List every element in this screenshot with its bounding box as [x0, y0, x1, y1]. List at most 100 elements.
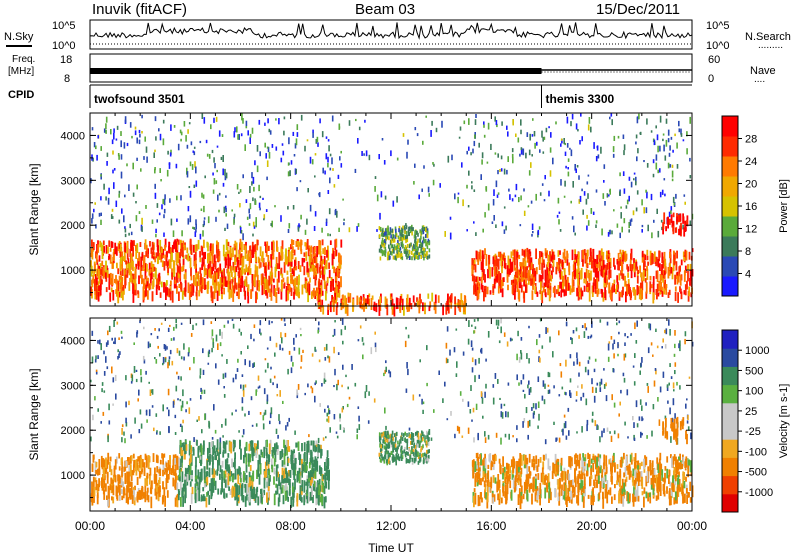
heatmap-cell	[319, 244, 322, 254]
heatmap-cell	[406, 238, 409, 243]
heatmap-cell	[391, 298, 394, 306]
heatmap-cell	[223, 254, 226, 261]
heatmap-cell	[176, 285, 178, 294]
heatmap-cell	[149, 389, 152, 396]
heatmap-cell	[319, 485, 322, 492]
heatmap-cell	[402, 133, 405, 137]
heatmap-cell	[525, 152, 527, 159]
heatmap-cell	[551, 251, 554, 263]
heatmap-cell	[245, 264, 248, 273]
heatmap-cell	[561, 386, 564, 390]
heatmap-cell	[121, 461, 124, 469]
heatmap-cell	[215, 272, 218, 279]
heatmap-cell	[602, 251, 605, 264]
heatmap-cell	[532, 403, 535, 409]
heatmap-cell	[244, 290, 247, 300]
heatmap-cell	[124, 226, 126, 229]
heatmap-cell	[186, 171, 189, 178]
heatmap-cell	[130, 482, 133, 494]
heatmap-cell	[227, 453, 230, 458]
heatmap-cell	[585, 275, 588, 285]
heatmap-cell	[301, 284, 304, 295]
heatmap-cell	[231, 458, 233, 468]
heatmap-cell	[500, 318, 502, 324]
heatmap-cell	[163, 453, 166, 458]
heatmap-cell	[687, 271, 689, 282]
heatmap-cell	[192, 226, 194, 229]
heatmap-cell	[550, 254, 553, 262]
heatmap-cell	[336, 210, 338, 218]
heatmap-cell	[388, 244, 390, 249]
heatmap-cell	[203, 239, 205, 249]
heatmap-cell	[500, 326, 502, 334]
heatmap-cell	[626, 199, 629, 205]
heatmap-cell	[318, 288, 321, 298]
heatmap-cell	[613, 135, 616, 141]
heatmap-cell	[404, 438, 406, 443]
heatmap-cell	[318, 359, 321, 363]
heatmap-cell	[406, 151, 408, 159]
heatmap-cell	[688, 286, 691, 297]
heatmap-cell	[124, 242, 127, 252]
heatmap-cell	[126, 163, 128, 167]
heatmap-cell	[234, 240, 237, 247]
heatmap-cell	[672, 196, 675, 203]
heatmap-cell	[133, 240, 135, 247]
heatmap-cell	[97, 340, 99, 344]
heatmap-cell	[144, 263, 147, 274]
heatmap-cell	[384, 195, 387, 200]
heatmap-cell	[131, 135, 133, 139]
heatmap-cell	[149, 278, 152, 286]
heatmap-cell	[306, 475, 309, 480]
heatmap-cell	[267, 255, 270, 263]
heatmap-cell	[164, 358, 167, 363]
heatmap-cell	[154, 328, 156, 331]
heatmap-cell	[180, 322, 183, 325]
heatmap-cell	[346, 304, 349, 316]
heatmap-cell	[251, 241, 254, 251]
heatmap-cell	[544, 289, 547, 296]
heatmap-cell	[273, 493, 276, 506]
heatmap-cell	[592, 211, 595, 215]
heatmap-cell	[534, 283, 537, 289]
heatmap-cell	[197, 274, 200, 287]
heatmap-cell	[260, 449, 263, 455]
heatmap-cell	[125, 460, 128, 467]
heatmap-cell	[497, 319, 500, 326]
heatmap-cell	[495, 432, 498, 438]
heatmap-cell	[496, 123, 498, 128]
heatmap-cell	[199, 251, 201, 258]
heatmap-cell	[290, 355, 293, 362]
heatmap-cell	[133, 284, 136, 296]
heatmap-cell	[129, 223, 131, 229]
heatmap-cell	[587, 124, 590, 131]
heatmap-cell	[249, 186, 251, 193]
heatmap-cell	[487, 331, 490, 338]
heatmap-cell	[324, 170, 326, 175]
heatmap-cell	[548, 261, 551, 273]
heatmap-cell	[229, 489, 232, 495]
heatmap-cell	[400, 454, 402, 459]
heatmap-cell	[609, 229, 611, 235]
heatmap-cell	[309, 156, 312, 164]
heatmap-cell	[389, 371, 392, 378]
heatmap-cell	[593, 395, 596, 403]
heatmap-cell	[203, 468, 206, 480]
heatmap-cell	[517, 289, 520, 300]
heatmap-cell	[621, 273, 624, 279]
heatmap-cell	[677, 292, 679, 303]
heatmap-cell	[154, 149, 156, 153]
heatmap-cell	[406, 445, 408, 450]
heatmap-cell	[223, 268, 225, 279]
heatmap-cell	[581, 426, 583, 433]
heatmap-cell	[100, 196, 102, 201]
heatmap-cell	[581, 136, 583, 142]
heatmap-cell	[267, 261, 270, 270]
heatmap-cell	[202, 224, 205, 228]
heatmap-cell	[330, 280, 332, 292]
heatmap-cell	[205, 497, 208, 508]
heatmap-cell	[395, 447, 397, 452]
heatmap-cell	[119, 270, 122, 275]
heatmap-cell	[689, 263, 692, 271]
heatmap-cell	[398, 248, 401, 252]
